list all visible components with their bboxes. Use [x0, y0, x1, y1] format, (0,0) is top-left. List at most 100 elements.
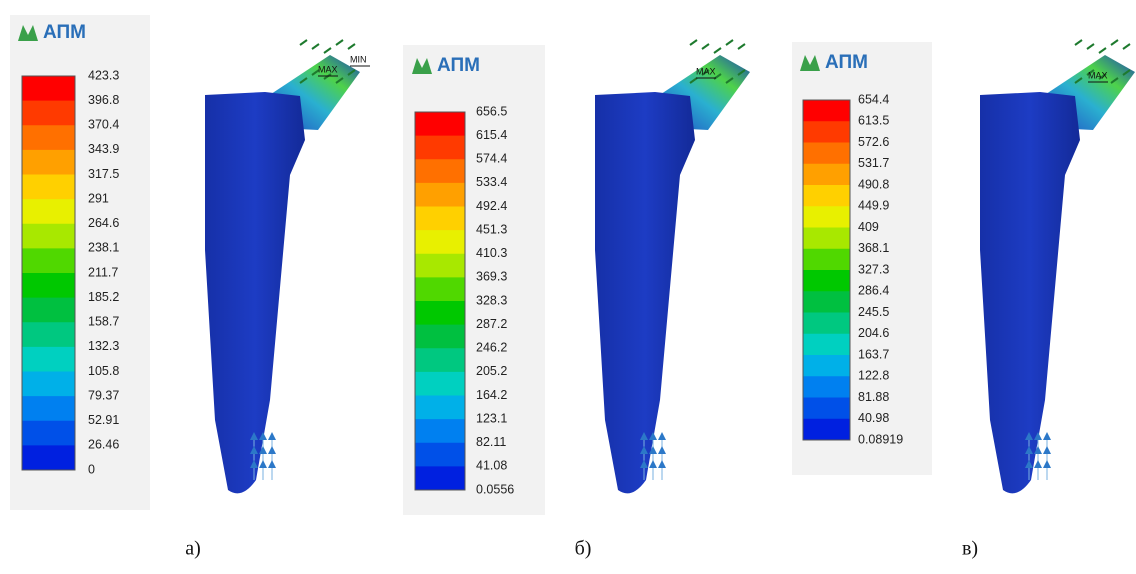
scale-label: 0.08919 — [858, 432, 903, 446]
scale-label: 105.8 — [88, 364, 119, 378]
color-band — [22, 174, 75, 200]
color-band — [22, 322, 75, 348]
support-arrow — [640, 446, 648, 454]
color-band — [803, 227, 850, 250]
load-arrow — [311, 43, 320, 50]
logo-text: АПМ — [43, 22, 86, 43]
scale-label: 451.3 — [476, 222, 507, 236]
color-band — [415, 159, 465, 184]
color-band — [803, 270, 850, 292]
support-arrow — [1043, 446, 1051, 454]
caption: в) — [962, 538, 978, 560]
color-band — [803, 418, 850, 441]
scale-label: 0.0556 — [476, 482, 514, 496]
color-band — [415, 277, 465, 302]
scale-label: 211.7 — [88, 265, 118, 279]
scale-label: 369.3 — [476, 270, 507, 284]
support-arrow — [268, 460, 276, 468]
marker-label: MAX — [318, 64, 338, 74]
support-arrow — [649, 446, 657, 454]
support-arrow — [640, 460, 648, 468]
logo-icon — [800, 55, 820, 71]
color-band — [22, 199, 75, 225]
load-arrow — [689, 77, 698, 84]
color-band — [415, 182, 465, 207]
marker-label: MAX — [1088, 70, 1108, 80]
support-arrow — [640, 432, 648, 440]
support-arrow — [250, 460, 258, 468]
support-arrow — [658, 446, 666, 454]
scale-label: 492.4 — [476, 199, 507, 213]
scale-label: 132.3 — [88, 339, 119, 353]
color-bar-frame — [802, 99, 851, 441]
scale-label: 531.7 — [858, 156, 889, 170]
scale-label: 41.08 — [476, 459, 507, 473]
load-arrow — [347, 69, 356, 76]
scale-label: 286.4 — [858, 284, 889, 298]
load-arrow — [713, 47, 722, 54]
load-arrow — [1086, 69, 1095, 76]
support-arrow — [250, 446, 258, 454]
support-arrow — [1025, 432, 1033, 440]
color-band — [22, 248, 75, 274]
scale-label: 574.4 — [476, 152, 507, 166]
color-band — [415, 301, 465, 326]
implant-body — [595, 92, 695, 494]
load-arrow — [299, 77, 308, 84]
color-band — [415, 135, 465, 160]
scale-label: 572.6 — [858, 135, 889, 149]
scale-label: 81.88 — [858, 390, 889, 404]
color-band — [803, 397, 850, 420]
color-band — [415, 371, 465, 396]
support-arrow — [268, 446, 276, 454]
color-band — [22, 396, 75, 422]
color-band — [22, 445, 75, 471]
scale-label: 122.8 — [858, 369, 889, 383]
scale-label: 410.3 — [476, 246, 507, 260]
load-arrow — [725, 77, 734, 84]
color-band — [415, 206, 465, 231]
support-arrow — [658, 432, 666, 440]
logo-icon — [18, 25, 38, 41]
load-arrow — [1122, 43, 1131, 50]
color-band — [22, 100, 75, 126]
color-band — [803, 376, 850, 398]
load-arrow — [347, 43, 356, 50]
load-arrow — [1086, 43, 1095, 50]
load-arrow — [1074, 77, 1083, 84]
scale-label: 368.1 — [858, 241, 889, 255]
support-arrow — [1043, 460, 1051, 468]
scale-label: 317.5 — [88, 167, 119, 181]
color-band — [415, 466, 465, 491]
support-arrow — [658, 460, 666, 468]
color-band — [22, 273, 75, 299]
load-arrow — [737, 43, 746, 50]
load-arrow — [323, 47, 332, 54]
scale-label: 396.8 — [88, 93, 119, 107]
scale-label: 163.7 — [858, 347, 889, 361]
scale-label: 52.91 — [88, 413, 119, 427]
scale-label: 327.3 — [858, 262, 889, 276]
color-band — [415, 419, 465, 444]
color-bar-frame — [21, 75, 76, 471]
load-arrow — [335, 39, 344, 46]
color-band — [803, 121, 850, 143]
support-arrow — [1025, 460, 1033, 468]
color-band — [803, 185, 850, 207]
color-band — [415, 324, 465, 349]
scale-label: 533.4 — [476, 175, 507, 189]
scale-label: 423.3 — [88, 68, 119, 82]
color-band — [415, 230, 465, 255]
scale-label: 205.2 — [476, 364, 507, 378]
scale-label: 654.4 — [858, 92, 889, 106]
implant — [205, 39, 360, 494]
color-band — [803, 333, 850, 356]
load-arrow — [701, 69, 710, 76]
scale-label: 123.1 — [476, 411, 507, 425]
caption: б) — [575, 538, 592, 560]
color-band — [22, 223, 75, 249]
support-arrow — [1043, 432, 1051, 440]
support-arrow — [268, 432, 276, 440]
load-arrow — [1074, 39, 1083, 46]
